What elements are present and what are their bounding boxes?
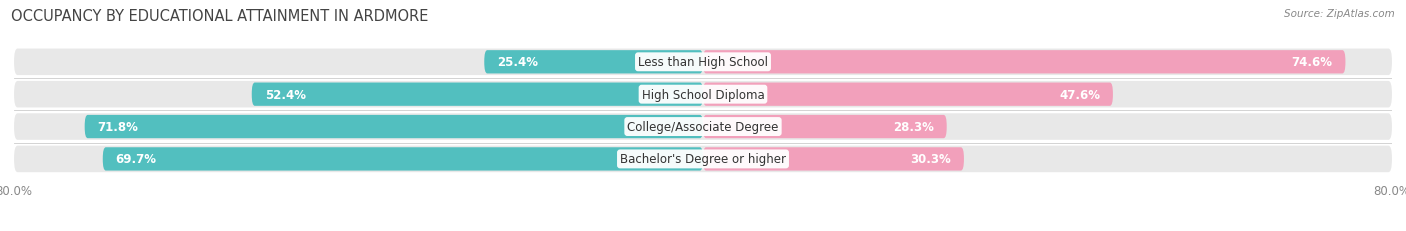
FancyBboxPatch shape xyxy=(703,148,965,171)
Text: 47.6%: 47.6% xyxy=(1059,88,1099,101)
Text: 28.3%: 28.3% xyxy=(893,121,934,134)
FancyBboxPatch shape xyxy=(14,114,1392,140)
Text: 71.8%: 71.8% xyxy=(97,121,138,134)
Text: College/Associate Degree: College/Associate Degree xyxy=(627,121,779,134)
FancyBboxPatch shape xyxy=(14,146,1392,173)
Text: 69.7%: 69.7% xyxy=(115,153,156,166)
FancyBboxPatch shape xyxy=(14,49,1392,76)
FancyBboxPatch shape xyxy=(703,51,1346,74)
Text: High School Diploma: High School Diploma xyxy=(641,88,765,101)
Text: Source: ZipAtlas.com: Source: ZipAtlas.com xyxy=(1284,9,1395,19)
Text: 74.6%: 74.6% xyxy=(1292,56,1333,69)
FancyBboxPatch shape xyxy=(252,83,703,106)
FancyBboxPatch shape xyxy=(703,116,946,139)
FancyBboxPatch shape xyxy=(484,51,703,74)
FancyBboxPatch shape xyxy=(84,116,703,139)
Text: 30.3%: 30.3% xyxy=(910,153,950,166)
Text: Less than High School: Less than High School xyxy=(638,56,768,69)
Text: OCCUPANCY BY EDUCATIONAL ATTAINMENT IN ARDMORE: OCCUPANCY BY EDUCATIONAL ATTAINMENT IN A… xyxy=(11,9,429,24)
FancyBboxPatch shape xyxy=(14,82,1392,108)
Text: Bachelor's Degree or higher: Bachelor's Degree or higher xyxy=(620,153,786,166)
Text: 25.4%: 25.4% xyxy=(498,56,538,69)
Text: 52.4%: 52.4% xyxy=(264,88,305,101)
FancyBboxPatch shape xyxy=(103,148,703,171)
FancyBboxPatch shape xyxy=(703,83,1114,106)
